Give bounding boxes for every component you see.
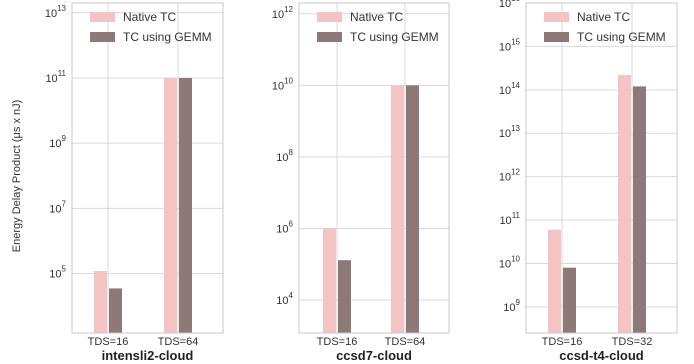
plot-frame <box>525 2 678 334</box>
legend-label: Native TC <box>123 10 176 24</box>
legend-label: TC using GEMM <box>577 30 666 44</box>
chart-panel-2: 104 106 108 1010 1012 TDS=16 TDS=64ccsd7-cloud… <box>272 2 450 363</box>
y-tick-label: 105 <box>49 265 66 281</box>
y-tick-label: 109 <box>503 298 520 314</box>
y-tick-label: 1015 <box>499 37 521 53</box>
bar-tc-using-gemm-1 <box>338 260 351 333</box>
y-tick-label: 106 <box>276 219 293 235</box>
bar-tc-using-gemm-1 <box>109 288 122 333</box>
legend-swatch-tc-using-gemm <box>544 32 569 42</box>
legend-label: Native TC <box>577 10 630 24</box>
y-tick-label: 104 <box>276 291 293 307</box>
y-tick-label: 1011 <box>499 211 520 227</box>
y-axis-label: Energy Delay Product (μs x nJ) <box>11 100 23 252</box>
x-tick-label: TDS=64 <box>158 336 199 348</box>
panel-title: ccsd7-cloud <box>336 348 412 363</box>
x-tick-label: TDS=16 <box>88 336 129 348</box>
x-tick-label: TDS=16 <box>542 336 583 348</box>
bar-native-tc-1 <box>94 270 107 333</box>
y-tick-label: 1010 <box>272 76 294 92</box>
y-tick-label: 1010 <box>499 254 521 270</box>
y-tick-label: 108 <box>276 148 293 164</box>
y-tick-label: 1012 <box>272 5 294 21</box>
legend-label: TC using GEMM <box>350 30 439 44</box>
y-tick-label: 107 <box>49 199 66 215</box>
y-tick-label: 1014 <box>499 81 521 97</box>
legend-swatch-native-tc <box>90 12 115 22</box>
x-tick-label: TDS=32 <box>612 336 653 348</box>
x-tick-label: TDS=16 <box>317 336 358 348</box>
legend-swatch-tc-using-gemm <box>317 32 342 42</box>
bar-tc-using-gemm-2 <box>633 86 646 333</box>
legend-label: TC using GEMM <box>123 30 212 44</box>
bar-native-tc-2 <box>164 77 177 334</box>
legend-label: Native TC <box>350 10 403 24</box>
x-tick-label: TDS=64 <box>385 336 426 348</box>
chart-panel-3: 109 1010 1011 1012 1013 1014 1015 1016 TDS=16 TDS… <box>499 0 678 363</box>
bar-native-tc-2 <box>618 74 631 333</box>
bar-native-tc-1 <box>548 229 561 333</box>
chart-panel-1: 105 107 109 1011 1013 TDS=16 TDS=64intensli2-c… <box>45 2 224 363</box>
bar-native-tc-1 <box>323 228 336 333</box>
bar-tc-using-gemm-2 <box>406 85 419 333</box>
y-tick-label: 1012 <box>499 168 521 184</box>
y-tick-label: 109 <box>49 134 66 150</box>
y-tick-label: 1013 <box>45 4 67 20</box>
plot-frame <box>298 2 450 334</box>
bar-tc-using-gemm-2 <box>179 77 192 334</box>
legend-swatch-native-tc <box>317 12 342 22</box>
legend-swatch-native-tc <box>544 12 569 22</box>
bar-native-tc-2 <box>391 85 404 333</box>
panel-title: ccsd-t4-cloud <box>559 348 644 363</box>
legend-swatch-tc-using-gemm <box>90 32 115 42</box>
panel-title: intensli2-cloud <box>102 348 194 363</box>
y-tick-label: 1016 <box>499 0 521 10</box>
plot-frame <box>71 2 224 334</box>
y-tick-label: 1011 <box>45 69 66 85</box>
bar-tc-using-gemm-1 <box>563 267 576 333</box>
y-tick-label: 1013 <box>499 124 521 140</box>
